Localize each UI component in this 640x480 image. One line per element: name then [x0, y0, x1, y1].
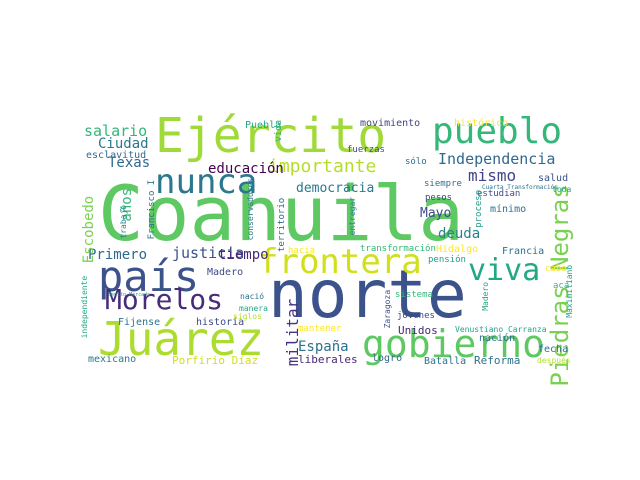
word-nunca: nunca: [155, 162, 258, 202]
word-sistema: sistema: [395, 290, 433, 300]
word-manera: manera: [239, 304, 268, 313]
word-coahuila: Coahuila: [98, 169, 465, 258]
word-jovenes: jóvenes: [397, 311, 435, 321]
word-viva: viva: [468, 253, 541, 288]
word-venustiano-carranza: Venustiano Carranza: [455, 325, 547, 334]
word-independiente: independiente: [80, 275, 89, 339]
word-benito-mercado: Benito Mercado: [108, 292, 151, 298]
word-educacion: educación: [208, 161, 284, 177]
word-mismo: mismo: [468, 166, 517, 185]
word-toda: toda: [552, 185, 572, 194]
word-texas: Texas: [108, 155, 151, 171]
word-fecha: fecha: [538, 344, 569, 355]
word-deuda: deuda: [438, 226, 481, 242]
word-pension: pensión: [428, 255, 466, 265]
word-unidos: Unidos: [398, 324, 438, 337]
word-reforma: Reforma: [474, 354, 521, 367]
word-siglos: siglos: [233, 312, 262, 321]
word-fuerzas: fuerzas: [347, 145, 385, 155]
word-aca: acá: [553, 281, 570, 291]
word-batalla: Batalla: [424, 356, 467, 367]
word-despues: después: [537, 356, 571, 365]
word-mayo: Mayo: [420, 206, 452, 221]
word-importante: importante: [268, 156, 377, 177]
word-mexicano: mexicano: [88, 354, 137, 365]
word-territorio: territorio: [277, 197, 287, 252]
word-minimo: mínimo: [490, 204, 527, 215]
word-mantener: mantener: [298, 324, 342, 334]
word-trabajo: trabajo: [119, 204, 128, 239]
word-madero: Madero: [481, 281, 490, 311]
word-frontera: frontera: [258, 242, 422, 282]
word-esclavitud: esclavitud: [86, 150, 147, 161]
word-zaragoza: Zaragoza: [383, 289, 392, 329]
word-nacion: nación: [479, 333, 516, 344]
word-fijense: Fijense: [118, 317, 161, 328]
word-espana: España: [298, 339, 349, 355]
word-democracia: democracia: [296, 181, 375, 196]
word-cuarta-transformacion: Cuarta Transformación: [482, 184, 558, 191]
word-gobierno: gobierno: [362, 322, 546, 366]
word-maximiliano: Maximiliano: [565, 264, 574, 318]
word-tiempo: tiempo: [218, 247, 269, 263]
word-historia: historia: [196, 317, 245, 328]
word-cabo: cabo: [545, 264, 567, 274]
word-escobedo: Escobedo: [81, 195, 97, 264]
word-madero: Madero: [207, 267, 244, 278]
word-proceso: proceso: [474, 189, 484, 228]
word-hacia: hacia: [288, 246, 316, 256]
word-movimiento: movimiento: [360, 118, 421, 129]
word-primero: Primero: [88, 247, 148, 263]
word-solo: sólo: [405, 157, 427, 167]
word-salario: salario: [84, 122, 148, 140]
word-puebla: Puebla: [245, 120, 282, 131]
word-liberales: liberales: [298, 353, 358, 366]
word-francisco-i: Francisco I: [147, 179, 157, 240]
word-francia: Francia: [502, 246, 545, 257]
word-justicia: justicia: [172, 244, 245, 262]
word-norte: norte: [268, 256, 467, 333]
word-pesos: pesos: [425, 193, 453, 203]
word-independencia: Independencia: [438, 150, 556, 168]
word-ciudad: Ciudad: [98, 136, 149, 152]
word-historico: histórico: [454, 118, 509, 129]
word-porfirio-diaz: Porfirio Díaz: [172, 354, 259, 367]
word-vida: vida: [274, 119, 284, 142]
word-estudian: estudian: [477, 189, 521, 199]
word-pais: país: [98, 252, 200, 301]
word-hidalgo: Hidalgo: [436, 244, 479, 255]
word-transformacion: transformación: [360, 244, 436, 254]
word-salud: salud: [538, 173, 569, 184]
word-juarez: Juárez: [98, 312, 265, 366]
word-conservadores: conservadores: [246, 177, 255, 241]
word-morelos: Morelos: [105, 283, 224, 316]
word-logro: logró: [372, 353, 403, 364]
word-entregar: entregar: [348, 196, 357, 236]
word-ejercito: Ejército: [155, 108, 387, 164]
word-siempre: siempre: [424, 179, 462, 189]
word-pueblo: pueblo: [432, 111, 563, 152]
word-nacio: nació: [240, 292, 265, 301]
